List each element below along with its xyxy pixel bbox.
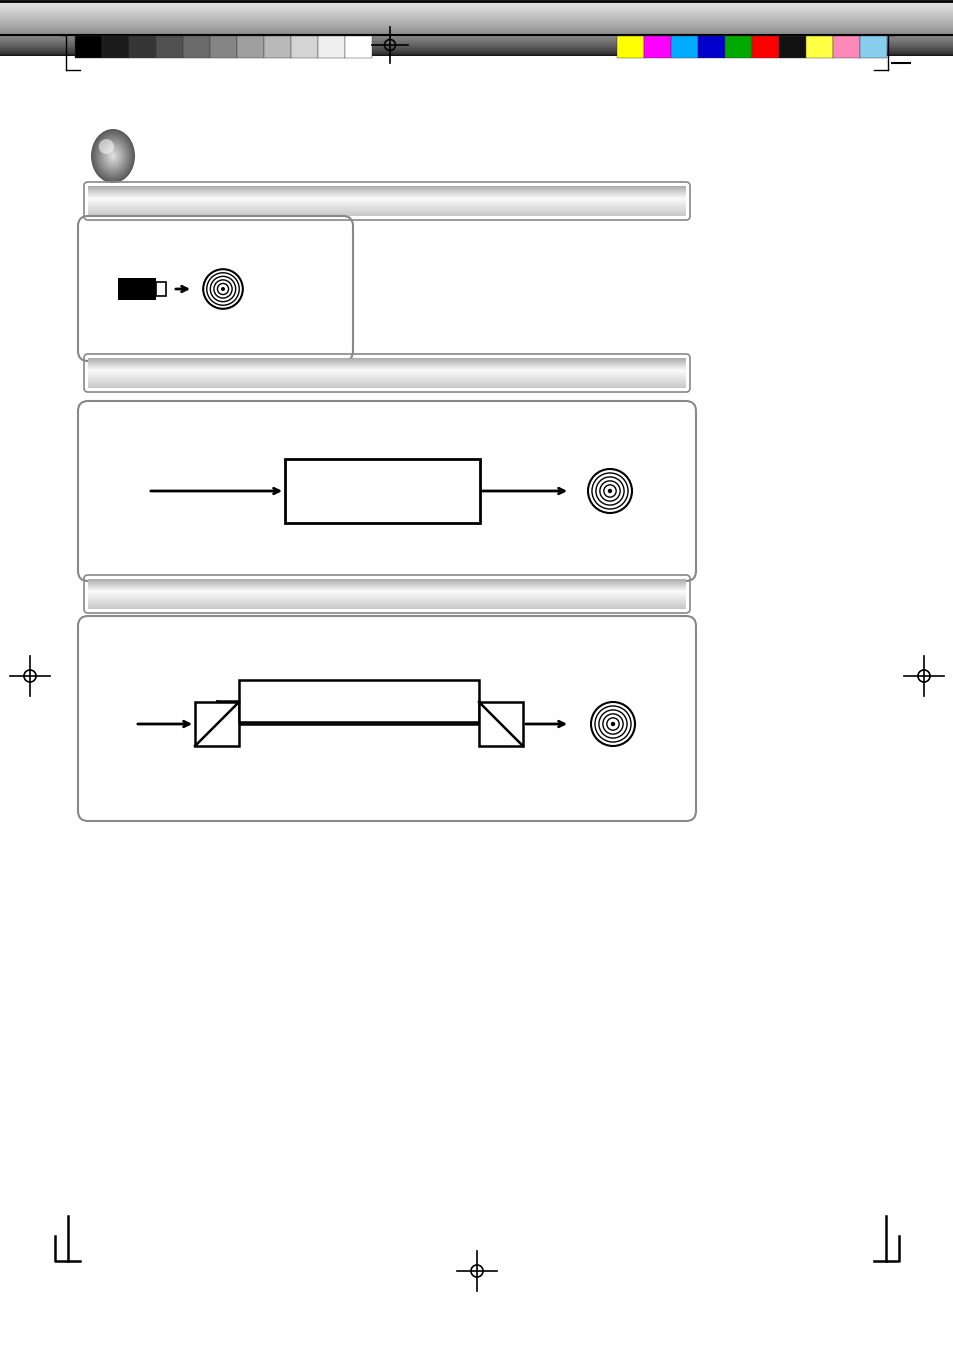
Circle shape <box>590 703 635 746</box>
Bar <box>102 36 129 58</box>
Bar <box>239 680 478 721</box>
Bar <box>832 36 859 58</box>
Bar <box>264 36 291 58</box>
Ellipse shape <box>106 147 120 165</box>
Bar <box>285 459 479 523</box>
Bar <box>805 36 832 58</box>
Bar <box>698 36 724 58</box>
Ellipse shape <box>96 135 130 177</box>
Bar <box>478 703 522 746</box>
Bar <box>75 36 102 58</box>
Bar <box>129 36 156 58</box>
Ellipse shape <box>107 147 119 163</box>
Circle shape <box>610 721 615 727</box>
Ellipse shape <box>101 142 125 170</box>
Ellipse shape <box>95 134 131 177</box>
Circle shape <box>587 469 631 513</box>
Ellipse shape <box>102 142 124 169</box>
Ellipse shape <box>112 154 114 158</box>
Bar <box>156 282 166 296</box>
Circle shape <box>203 269 243 309</box>
Ellipse shape <box>93 131 132 180</box>
Ellipse shape <box>94 134 132 178</box>
Bar <box>194 703 239 746</box>
Ellipse shape <box>110 151 116 161</box>
Bar <box>643 36 670 58</box>
Bar <box>617 36 643 58</box>
Bar <box>779 36 805 58</box>
Ellipse shape <box>109 150 117 161</box>
Bar <box>236 36 264 58</box>
Ellipse shape <box>97 136 129 174</box>
Ellipse shape <box>99 139 127 173</box>
Ellipse shape <box>105 146 121 166</box>
FancyBboxPatch shape <box>78 216 353 361</box>
Circle shape <box>607 489 612 493</box>
Bar <box>156 36 183 58</box>
Ellipse shape <box>97 136 129 176</box>
Ellipse shape <box>91 130 134 182</box>
Bar <box>751 36 779 58</box>
Ellipse shape <box>103 143 123 169</box>
Ellipse shape <box>104 145 122 166</box>
Ellipse shape <box>92 131 133 181</box>
Bar <box>859 36 886 58</box>
Ellipse shape <box>108 150 118 162</box>
Ellipse shape <box>103 145 122 168</box>
Ellipse shape <box>111 153 115 158</box>
Circle shape <box>221 286 225 290</box>
Ellipse shape <box>100 139 126 172</box>
Ellipse shape <box>100 141 126 172</box>
Bar <box>210 36 236 58</box>
FancyBboxPatch shape <box>78 401 696 581</box>
Ellipse shape <box>112 155 113 157</box>
Ellipse shape <box>91 128 135 182</box>
Bar <box>345 36 372 58</box>
Bar <box>183 36 210 58</box>
Ellipse shape <box>93 132 132 180</box>
Bar <box>317 36 345 58</box>
Ellipse shape <box>98 139 114 154</box>
Ellipse shape <box>110 153 116 159</box>
Bar <box>724 36 751 58</box>
Ellipse shape <box>98 138 128 174</box>
Bar <box>291 36 317 58</box>
Bar <box>670 36 698 58</box>
Bar <box>118 278 156 300</box>
FancyBboxPatch shape <box>78 616 696 821</box>
Ellipse shape <box>107 149 119 163</box>
